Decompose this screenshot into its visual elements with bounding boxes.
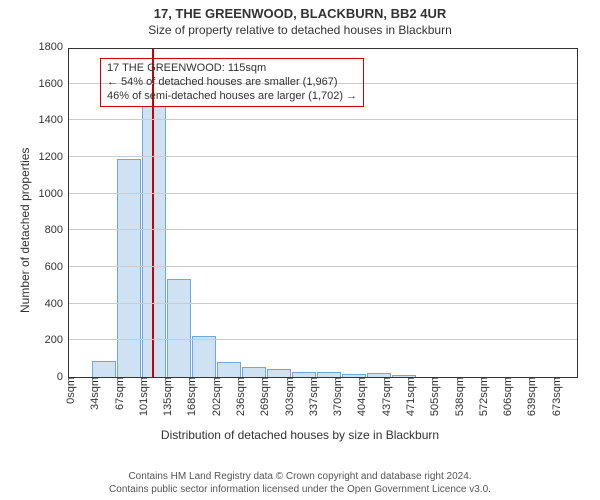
- footer-line-2: Contains public sector information licen…: [0, 483, 600, 496]
- callout-box: 17 THE GREENWOOD: 115sqm ← 54% of detach…: [100, 58, 364, 107]
- x-axis-label: Distribution of detached houses by size …: [0, 428, 600, 442]
- gridline: [69, 193, 577, 194]
- x-tick-label: 437sqm: [377, 377, 393, 416]
- gridline: [69, 229, 577, 230]
- x-tick-label: 67sqm: [110, 377, 126, 410]
- footer-attribution: Contains HM Land Registry data © Crown c…: [0, 470, 600, 496]
- footer-line-1: Contains HM Land Registry data © Crown c…: [0, 470, 600, 483]
- histogram-bar: [92, 361, 116, 378]
- x-tick-label: 303sqm: [280, 377, 296, 416]
- histogram-bar: [167, 279, 191, 377]
- y-axis-label: Number of detached properties: [18, 148, 32, 313]
- histogram-bar: [117, 159, 141, 377]
- histogram-bar: [142, 106, 166, 377]
- callout-line-1: 17 THE GREENWOOD: 115sqm: [107, 62, 357, 76]
- gridline: [69, 156, 577, 157]
- x-tick-label: 673sqm: [547, 377, 563, 416]
- y-tick-label: 200: [45, 334, 69, 346]
- x-tick-label: 202sqm: [207, 377, 223, 416]
- histogram-bar: [217, 362, 241, 377]
- callout-line-2: ← 54% of detached houses are smaller (1,…: [107, 76, 357, 90]
- x-tick-label: 168sqm: [182, 377, 198, 416]
- x-tick-label: 370sqm: [328, 377, 344, 416]
- x-tick-label: 101sqm: [134, 377, 150, 416]
- gridline: [69, 339, 577, 340]
- x-tick-label: 471sqm: [401, 377, 417, 416]
- x-tick-label: 639sqm: [522, 377, 538, 416]
- histogram-bar: [242, 367, 266, 377]
- x-tick-label: 538sqm: [450, 377, 466, 416]
- y-tick-label: 800: [45, 224, 69, 236]
- y-tick-label: 400: [45, 298, 69, 310]
- x-tick-label: 505sqm: [425, 377, 441, 416]
- gridline: [69, 266, 577, 267]
- x-tick-label: 269sqm: [255, 377, 271, 416]
- gridline: [69, 303, 577, 304]
- callout-line-3: 46% of semi-detached houses are larger (…: [107, 90, 357, 104]
- chart-subtitle: Size of property relative to detached ho…: [0, 21, 600, 37]
- x-tick-label: 236sqm: [231, 377, 247, 416]
- x-tick-label: 135sqm: [158, 377, 174, 416]
- x-tick-label: 572sqm: [474, 377, 490, 416]
- gridline: [69, 119, 577, 120]
- x-tick-label: 0sqm: [61, 377, 77, 404]
- x-tick-label: 404sqm: [352, 377, 368, 416]
- y-tick-label: 1600: [39, 78, 69, 90]
- x-tick-label: 606sqm: [498, 377, 514, 416]
- histogram-bar: [267, 369, 291, 377]
- x-tick-label: 34sqm: [85, 377, 101, 410]
- chart-title: 17, THE GREENWOOD, BLACKBURN, BB2 4UR: [0, 0, 600, 21]
- y-tick-label: 1000: [39, 188, 69, 200]
- y-tick-label: 600: [45, 261, 69, 273]
- y-tick-label: 1800: [39, 41, 69, 53]
- y-tick-label: 1200: [39, 151, 69, 163]
- y-tick-label: 1400: [39, 114, 69, 126]
- histogram-bar: [192, 336, 216, 377]
- x-tick-label: 337sqm: [304, 377, 320, 416]
